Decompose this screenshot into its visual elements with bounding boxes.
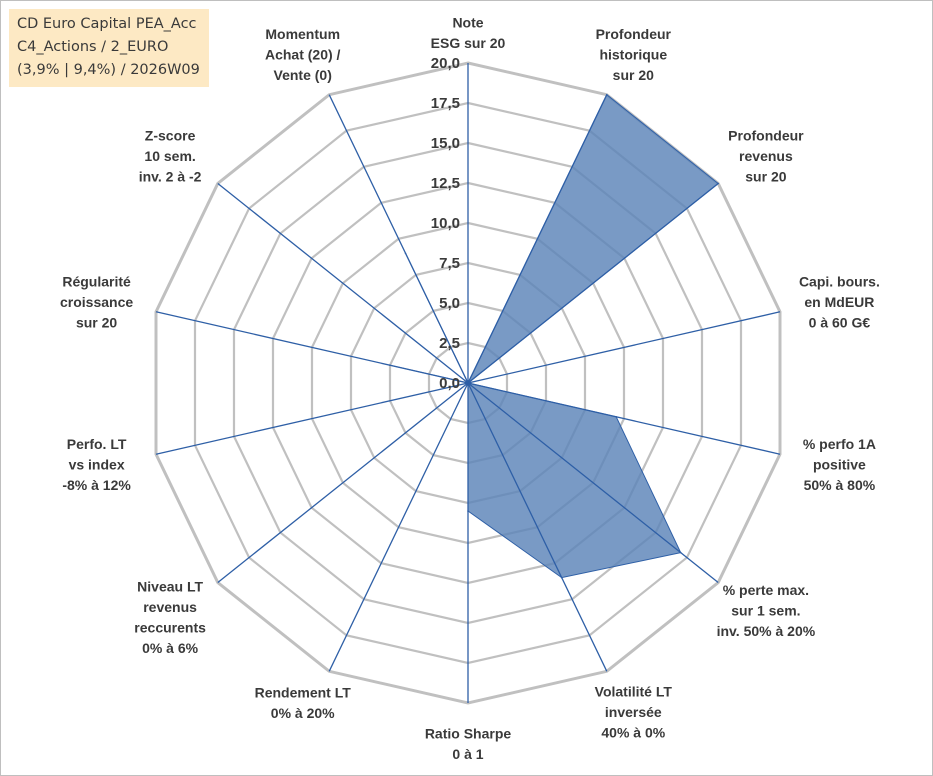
axis-label-line: revenus xyxy=(143,599,197,615)
axis-label-line: Profondeur xyxy=(728,127,804,143)
axis-spoke xyxy=(467,382,608,672)
axis-label-line: positive xyxy=(813,456,866,472)
axis-label-line: Vente (0) xyxy=(274,67,332,83)
tick-label: 7,5 xyxy=(439,255,460,272)
axis-label: Capi. bours. en MdEUR 0 à 60 G€ xyxy=(799,274,880,331)
axis-spoke xyxy=(467,382,719,584)
radar-tick-labels: 20,0 17,5 15,0 12,5 10,0 7,5 5,0 2,5 0,0 xyxy=(431,55,460,392)
axis-spoke xyxy=(467,182,719,384)
axis-label: Rendement LT 0% à 20% xyxy=(255,684,352,721)
axis-label-line: Régularité xyxy=(62,274,131,290)
tick-label: 0,0 xyxy=(439,375,460,392)
axis-label-line: Perfo. LT xyxy=(67,436,127,452)
axis-label: Perfo. LT vs index -8% à 12% xyxy=(62,436,131,493)
axis-spoke xyxy=(328,94,469,384)
axis-label-line: sur 20 xyxy=(76,315,117,331)
fund-info-box: CD Euro Capital PEA_Acc C4_Actions / 2_E… xyxy=(9,9,209,87)
axis-label-line: Z-score xyxy=(145,127,196,143)
axis-label-line: Capi. bours. xyxy=(799,274,880,290)
axis-spoke xyxy=(467,311,781,384)
axis-label-line: vs index xyxy=(69,456,125,472)
axis-label-line: 0 à 60 G€ xyxy=(809,315,871,331)
axis-spoke xyxy=(467,94,608,384)
axis-spoke xyxy=(328,382,469,672)
axis-spoke xyxy=(217,182,469,384)
axis-spoke xyxy=(155,311,469,384)
axis-label-line: revenus xyxy=(739,148,793,164)
axis-label-line: croissance xyxy=(60,294,133,310)
axis-label-line: Rendement LT xyxy=(255,684,352,700)
axis-label: % perfo 1A positive 50% à 80% xyxy=(803,436,876,493)
axis-label-line: historique xyxy=(599,47,667,63)
axis-label-line: Niveau LT xyxy=(137,578,203,594)
axis-label: Volatilité LT inversée 40% à 0% xyxy=(595,683,673,740)
axis-label-line: sur 1 sem. xyxy=(731,603,800,619)
axis-label-line: Volatilité LT xyxy=(595,683,673,699)
axis-label-line: sur 20 xyxy=(745,168,786,184)
axis-label-line: inversée xyxy=(605,704,662,720)
axis-label: Note ESG sur 20 xyxy=(431,15,506,52)
tick-label: 5,0 xyxy=(439,295,460,312)
radar-spokes xyxy=(155,63,781,703)
axis-label-line: 40% à 0% xyxy=(601,724,665,740)
axis-label-line: Note xyxy=(452,15,483,31)
fund-name: CD Euro Capital PEA_Acc xyxy=(17,16,197,32)
axis-label-line: 0% à 20% xyxy=(271,705,335,721)
axis-label-line: 0% à 6% xyxy=(142,640,199,656)
axis-label-line: inv. 50% à 20% xyxy=(717,623,816,639)
axis-label-line: reccurents xyxy=(134,619,206,635)
axis-label: Niveau LT revenus reccurents 0% à 6% xyxy=(134,578,206,656)
axis-label: % perte max. sur 1 sem. inv. 50% à 20% xyxy=(717,582,816,639)
axis-label-line: Achat (20) / xyxy=(265,47,341,63)
tick-label: 2,5 xyxy=(439,335,460,352)
axis-spoke xyxy=(467,382,781,455)
tick-label: 10,0 xyxy=(431,215,460,232)
axis-label-line: inv. 2 à -2 xyxy=(139,168,202,184)
axis-label: Momentum Achat (20) / Vente (0) xyxy=(265,26,341,83)
axis-label: Profondeur historique sur 20 xyxy=(596,26,672,83)
tick-label: 17,5 xyxy=(431,95,460,112)
axis-label-line: en MdEUR xyxy=(804,294,874,310)
tick-label: 20,0 xyxy=(431,55,460,72)
axis-label: Régularité croissance sur 20 xyxy=(60,274,133,331)
axis-label-line: 50% à 80% xyxy=(804,477,876,493)
radar-axis-labels: Note ESG sur 20 Profondeur historique sur 20… xyxy=(60,15,880,763)
axis-label-line: % perte max. xyxy=(723,582,809,598)
axis-label-line: Ratio Sharpe xyxy=(425,726,512,742)
axis-label-line: Momentum xyxy=(265,26,340,42)
axis-spoke xyxy=(217,382,469,584)
axis-label-line: -8% à 12% xyxy=(62,477,131,493)
axis-label-line: 10 sem. xyxy=(144,148,195,164)
axis-label-line: Profondeur xyxy=(596,26,672,42)
tick-label: 12,5 xyxy=(431,175,460,192)
axis-label: Ratio Sharpe 0 à 1 xyxy=(425,726,512,763)
axis-label-line: sur 20 xyxy=(613,67,654,83)
axis-label-line: ESG sur 20 xyxy=(431,35,506,51)
axis-label-line: % perfo 1A xyxy=(803,436,876,452)
axis-label: Z-score 10 sem. inv. 2 à -2 xyxy=(139,127,202,184)
fund-category: C4_Actions / 2_EURO xyxy=(17,39,169,55)
fund-performance-week: (3,9% | 9,4%) / 2026W09 xyxy=(17,62,200,78)
axis-spoke xyxy=(155,382,469,455)
axis-label-line: 0 à 1 xyxy=(452,746,483,762)
axis-label: Profondeur revenus sur 20 xyxy=(728,127,804,184)
tick-label: 15,0 xyxy=(431,135,460,152)
